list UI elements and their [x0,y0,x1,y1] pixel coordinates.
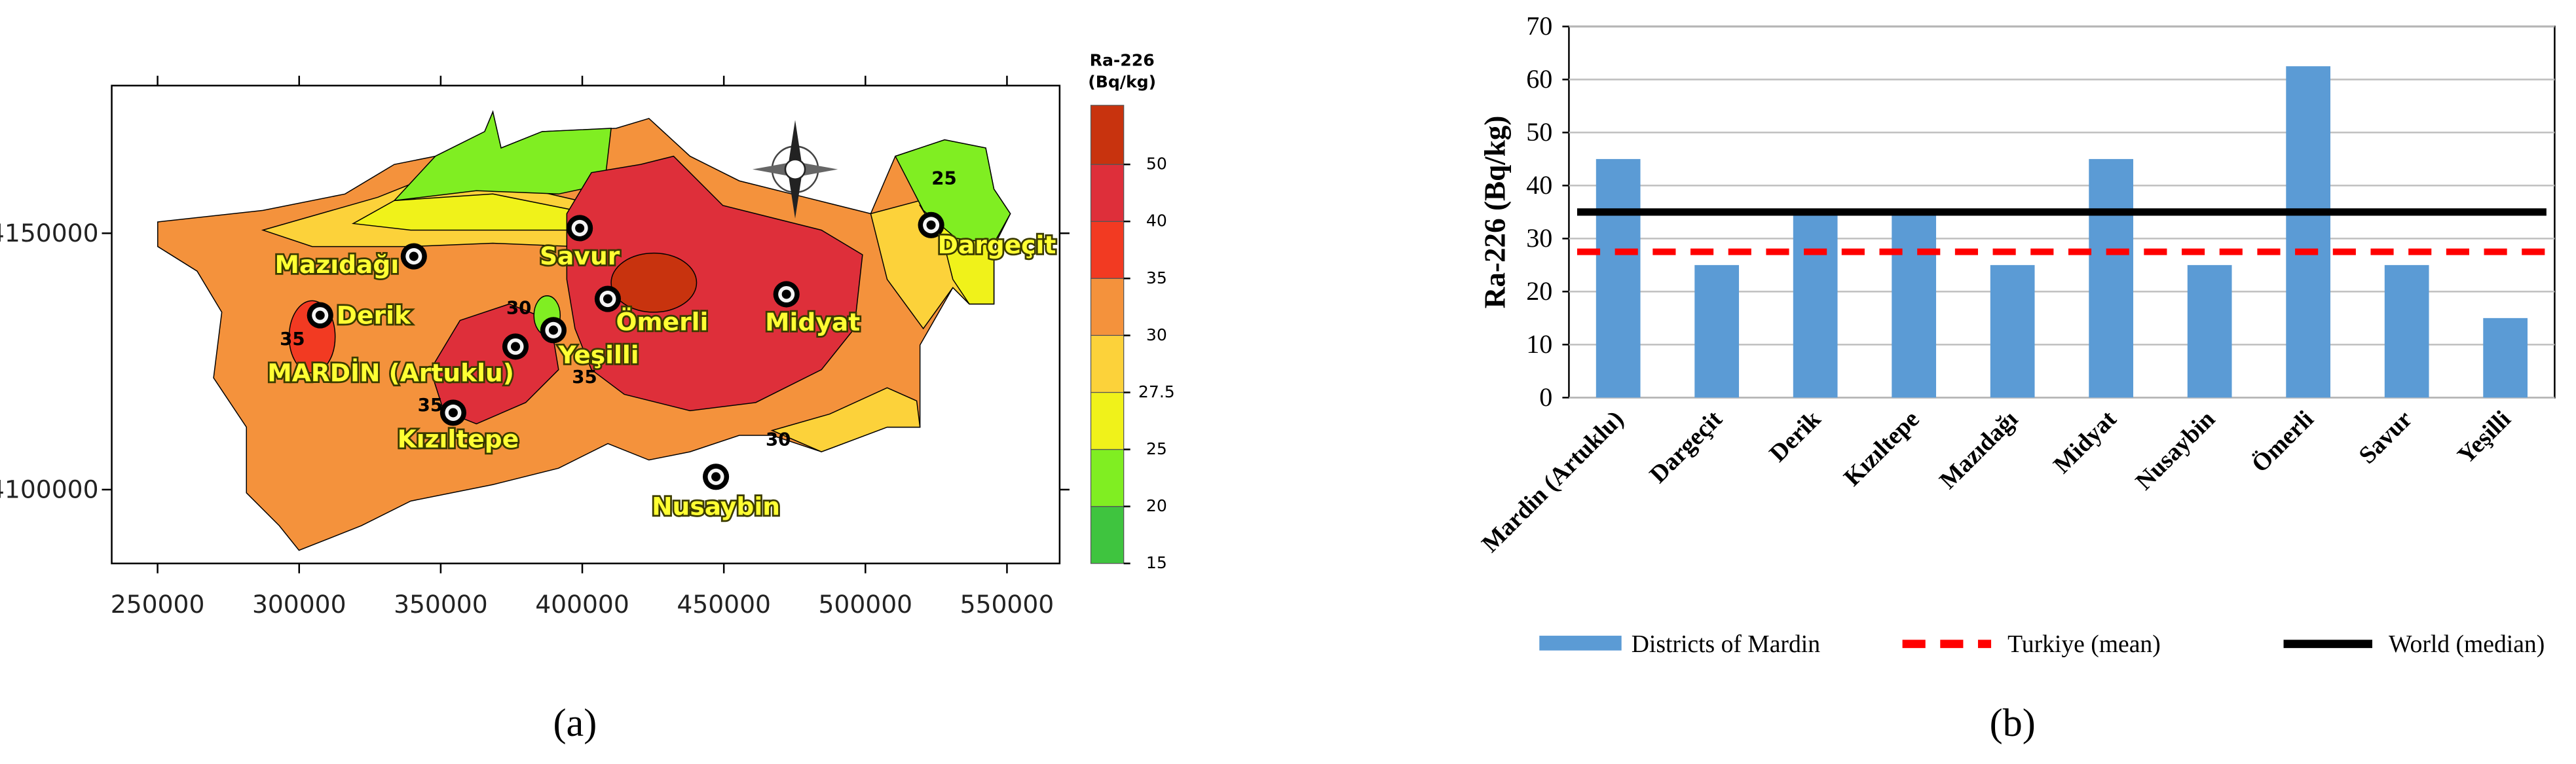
region-yellow-south [770,387,921,452]
y-tick-label: 4150000 [0,219,98,247]
region-red-mardin [430,303,559,425]
caption: (b) [1990,701,2036,745]
y-tick-label: 50 [1526,117,1552,147]
region-green-north [393,110,612,202]
compass [752,120,838,219]
y-tick-label: 0 [1539,382,1552,412]
place-marker-dot [781,289,791,299]
place-label: Dargeçit [938,230,1056,259]
legend-label: Districts of Mardin [1632,630,1820,658]
contour-label: 30 [766,429,791,450]
colorbar-label: 15 [1146,553,1167,572]
bar [2187,264,2232,398]
place-marker-dot [548,325,558,335]
colorbar-label: 35 [1146,268,1167,287]
place-marker-dot [409,251,419,261]
bar [2384,264,2429,398]
compass-center [784,158,806,180]
bar [2483,318,2528,398]
colorbar-title: (Bq/kg) [1088,72,1156,91]
compass-needle [795,162,838,176]
bar [1694,264,1740,398]
colorbar-label: 25 [1146,439,1167,458]
y-tick-label: 30 [1526,223,1552,253]
contour-label: 25 [931,167,956,189]
bar [1990,264,2035,398]
colorbar-block [1090,278,1125,336]
colorbar-block [1090,391,1125,450]
x-tick-label: 400000 [535,590,629,619]
bar [1596,158,1641,398]
legend-label: World (median) [2389,630,2545,658]
place-label: Savur [540,242,620,270]
legend-label: Turkiye (mean) [2007,630,2161,658]
place-marker-dot [510,342,521,352]
x-tick-label: 550000 [960,590,1055,619]
colorbar-block [1090,448,1125,507]
colorbar-label: 40 [1146,211,1167,230]
contour-label: 35 [418,394,443,416]
contour-label: 30 [506,297,531,318]
colorbar-label: 27.5 [1138,382,1175,401]
place-label: Ömerli [616,308,708,337]
colorbar-block [1090,164,1125,222]
y-tick-label: 10 [1526,329,1552,359]
compass-needle [752,162,796,176]
place-marker-dot [926,220,936,230]
place-label: MARDİN (Artuklu) [267,359,514,388]
y-tick-label: 60 [1526,64,1552,94]
place-marker-dot [448,408,458,418]
x-tick-label: 250000 [111,590,205,619]
colorbar-block [1090,335,1125,393]
place-label: Kızıltepe [398,425,519,454]
bar [1892,211,1937,398]
x-tick-label: 350000 [394,590,488,619]
caption: (a) [553,701,597,745]
x-tick-label: 500000 [819,590,913,619]
place-label: Midyat [765,308,860,337]
place-label: Mazıdağı [275,250,400,279]
bar [1793,211,1838,398]
colorbar-label: 20 [1146,496,1167,515]
place-label: Nusaybin [652,492,780,520]
x-tick-label: 300000 [252,590,346,619]
place-marker-dot [603,294,612,304]
y-tick-label: 70 [1526,11,1552,41]
compass-needle [788,169,802,219]
y-tick-label: 40 [1526,170,1552,200]
bar [2286,66,2331,398]
map-fills [157,110,1011,551]
y-tick-label: 20 [1526,276,1552,306]
map: 250000 300000 350000 400000 450000 500000 5500… [0,51,1175,745]
colorbar-label: 30 [1146,325,1167,344]
place-label: Yeşilli [557,340,639,369]
legend-swatch [1539,636,1622,651]
bar [2089,158,2134,398]
y-tick-label: 4100000 [0,475,98,503]
colorbar-title: Ra-226 [1090,51,1155,70]
place-marker-dot [711,472,721,482]
region-darkred [610,252,698,313]
compass-needle [788,120,802,170]
colorbar-block [1090,505,1125,564]
contour-label: 35 [280,328,305,350]
place-label: Derik [337,301,411,330]
colorbar-block [1090,221,1125,279]
contour-label: 35 [572,366,597,388]
colorbar-label: 50 [1146,155,1167,173]
colorbar-block [1090,105,1125,165]
place-marker-dot [575,223,585,233]
x-tick-label: 450000 [677,590,771,619]
place-marker-dot [315,310,325,320]
region-red-east [566,155,863,412]
y-axis-label: Ra-226 (Bq/kg) [1479,116,1512,309]
